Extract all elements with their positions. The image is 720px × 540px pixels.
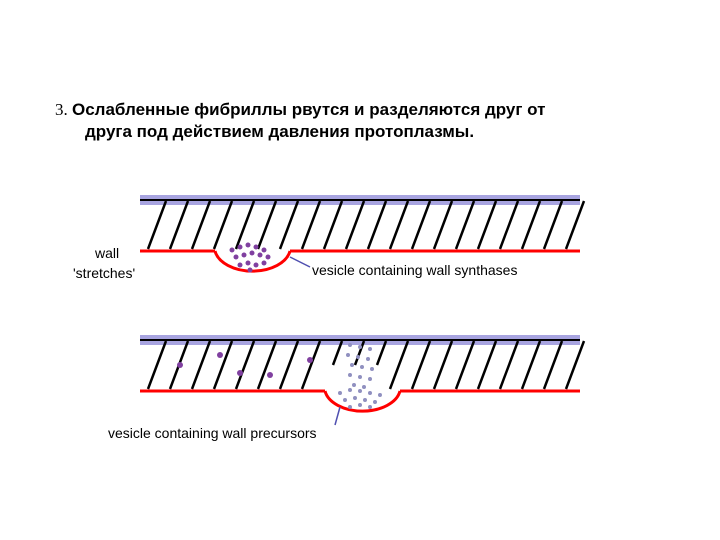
heading-line2: друга под действием давления протоплазмы… xyxy=(85,122,474,142)
label-wall: wall xyxy=(95,245,119,261)
heading-number: 3. xyxy=(55,100,72,119)
label-stretches: 'stretches' xyxy=(73,265,135,281)
label-precursors: vesicle containing wall precursors xyxy=(108,425,317,441)
heading-text1: Ослабленные фибриллы рвутся и разделяютс… xyxy=(72,100,545,119)
heading-line1: 3. Ослабленные фибриллы рвутся и разделя… xyxy=(55,100,545,120)
label-synthases: vesicle containing wall synthases xyxy=(312,262,517,278)
